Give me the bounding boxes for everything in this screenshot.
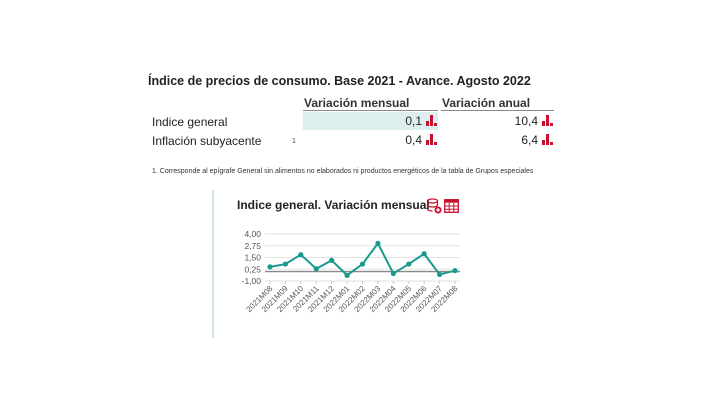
chart-title: Indice general. Variación mensual [237, 198, 430, 212]
data-point [421, 251, 427, 257]
footnote: 1. Corresponde al epígrafe General sin a… [152, 168, 534, 175]
data-point [282, 261, 289, 267]
data-point [359, 261, 366, 267]
value: 0,4 [405, 133, 422, 147]
column-header-anual: Variación anual [442, 96, 531, 110]
cell-inflacion-subyacente-anual: 6,4 [441, 131, 554, 149]
data-point [406, 261, 412, 267]
y-tick-label: 4,00 [244, 229, 261, 239]
database-add-icon[interactable] [426, 198, 442, 214]
data-point [390, 270, 396, 277]
row-label-inflacion-subyacente: Inflación subyacente [152, 134, 262, 148]
page-title: Índice de precios de consumo. Base 2021 … [148, 74, 531, 88]
column-header-mensual: Variación mensual [304, 96, 410, 110]
bar-chart-icon[interactable] [426, 115, 438, 126]
cell-indice-general-mensual: 0,1 [303, 112, 438, 130]
data-point [313, 266, 319, 272]
line-chart: 4,002,751,500,25-1,002021M082021M092021M… [242, 229, 460, 314]
data-point [436, 271, 443, 278]
value: 0,1 [405, 114, 422, 128]
y-tick-label: -1,00 [242, 276, 262, 286]
data-point [267, 264, 273, 270]
value: 6,4 [521, 133, 538, 147]
cell-indice-general-anual: 10,4 [441, 112, 554, 130]
cell-inflacion-subyacente-mensual: 0,4 [303, 131, 438, 149]
data-point [452, 268, 458, 274]
data-point [298, 252, 304, 258]
bar-chart-icon[interactable] [542, 115, 554, 126]
data-point [329, 257, 335, 263]
bar-chart-icon[interactable] [426, 134, 438, 145]
y-tick-label: 2,75 [244, 241, 261, 251]
data-point [375, 240, 381, 246]
y-tick-label: 0,25 [244, 264, 261, 274]
row-label-indice-general: Indice general [152, 115, 228, 129]
header-divider [441, 110, 554, 111]
y-tick-label: 1,50 [244, 253, 261, 263]
header-divider [303, 110, 438, 111]
data-line [269, 241, 456, 277]
data-point [344, 272, 350, 278]
chart-panel-border [212, 190, 214, 338]
table-icon[interactable] [444, 199, 459, 213]
value: 10,4 [514, 114, 538, 128]
footnote-marker: 1 [292, 138, 296, 145]
bar-chart-icon[interactable] [542, 134, 554, 145]
